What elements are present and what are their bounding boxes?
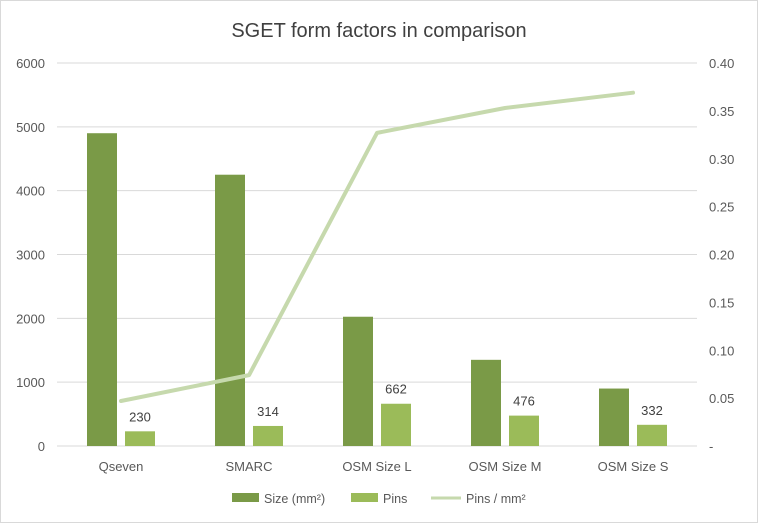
pins-per-mm2-line xyxy=(119,90,635,403)
legend-swatch xyxy=(351,493,378,502)
pins-data-label: 476 xyxy=(513,394,535,409)
pins-data-label: 230 xyxy=(129,409,151,424)
legend-item-size: Size (mm²) xyxy=(232,492,325,506)
y-left-tick-label: 1000 xyxy=(16,375,45,390)
legend-swatch xyxy=(232,493,259,502)
y-axis-right: - 0.05 0.10 0.15 0.20 0.25 0.30 0.35 0.40 xyxy=(709,56,734,454)
size-bar xyxy=(215,174,245,447)
bars xyxy=(87,133,667,447)
y-right-tick-label: 0.25 xyxy=(709,200,734,215)
gridlines xyxy=(57,62,697,447)
y-left-tick-label: 0 xyxy=(38,439,45,454)
y-right-tick-label: 0.40 xyxy=(709,56,734,71)
legend-label: Pins xyxy=(383,492,407,506)
size-bar xyxy=(343,316,373,446)
x-tick-label: SMARC xyxy=(226,459,273,474)
y-left-tick-label: 2000 xyxy=(16,311,45,326)
ratio-line xyxy=(119,90,635,403)
y-left-tick-label: 4000 xyxy=(16,184,45,199)
y-right-tick-label: 0.05 xyxy=(709,391,734,406)
pins-bar xyxy=(637,424,667,446)
x-tick-label: Qseven xyxy=(99,459,144,474)
legend-label: Pins / mm² xyxy=(466,492,526,506)
data-labels: 230 314 662 476 332 xyxy=(129,382,663,425)
y-right-tick-label: 0.15 xyxy=(709,295,734,310)
y-left-tick-label: 5000 xyxy=(16,120,45,135)
size-bar xyxy=(87,133,117,446)
y-right-tick-label: - xyxy=(709,439,713,454)
x-tick-label: OSM Size S xyxy=(598,459,669,474)
x-tick-label: OSM Size L xyxy=(342,459,411,474)
y-left-tick-label: 3000 xyxy=(16,248,45,263)
y-right-tick-label: 0.10 xyxy=(709,343,734,358)
x-tick-label: OSM Size M xyxy=(469,459,542,474)
y-left-tick-label: 6000 xyxy=(16,56,45,71)
legend-label: Size (mm²) xyxy=(264,492,325,506)
pins-bar xyxy=(381,403,411,446)
y-right-tick-label: 0.20 xyxy=(709,248,734,263)
y-axis-left: 0 1000 2000 3000 4000 5000 6000 xyxy=(16,56,45,454)
chart-title: SGET form factors in comparison xyxy=(231,20,526,42)
y-right-tick-label: 0.30 xyxy=(709,152,734,167)
pins-bar xyxy=(509,415,539,446)
size-bar xyxy=(599,388,629,446)
pins-bar xyxy=(253,425,283,446)
pins-data-label: 314 xyxy=(257,404,279,419)
pins-data-label: 662 xyxy=(385,382,407,397)
y-right-tick-label: 0.35 xyxy=(709,104,734,119)
legend-item-pins-per-mm2: Pins / mm² xyxy=(431,492,526,506)
size-bar xyxy=(471,359,501,446)
legend-item-pins: Pins xyxy=(351,492,407,506)
x-axis: Qseven SMARC OSM Size L OSM Size M OSM Size … xyxy=(99,459,669,474)
pins-data-label: 332 xyxy=(641,403,663,418)
legend: Size (mm²) Pins Pins / mm² xyxy=(232,492,526,506)
pins-bar xyxy=(125,431,155,446)
